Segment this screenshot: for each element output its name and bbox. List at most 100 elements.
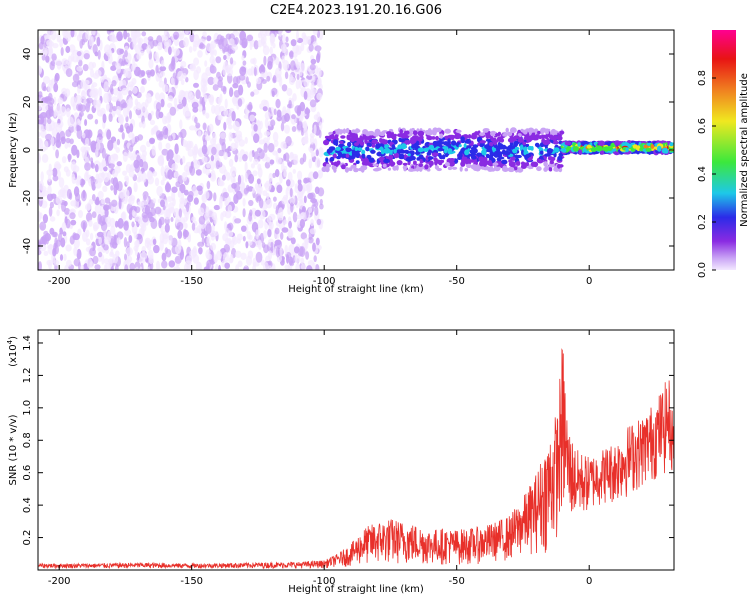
heatmap-cell [372,163,379,167]
heatmap-cell [258,132,263,139]
heatmap-cell [140,102,148,112]
heatmap-cell [270,119,276,127]
heatmap-cell [65,244,72,252]
heatmap-cell [398,137,403,143]
heatmap-cell [543,161,548,167]
heatmap-cell [590,147,598,153]
heatmap-cell [278,207,284,219]
heatmap-cell [502,165,508,172]
heatmap-cell [517,138,525,143]
heatmap-cell [232,76,239,85]
heatmap-cell [161,252,167,262]
heatmap-cell [154,206,162,215]
heatmap-cell [69,212,76,220]
heatmap-cell [249,114,256,122]
heatmap-cell [645,147,652,152]
heatmap-cell [198,149,203,157]
heatmap-cell [371,139,378,144]
heatmap-cell [310,58,317,65]
spectrogram-y-label: Frequency (Hz) [8,112,19,188]
heatmap-cell [244,136,248,145]
heatmap-cell [264,111,271,120]
heatmap-cell [539,150,544,155]
heatmap-cell [309,90,315,99]
heatmap-cell [164,247,169,255]
heatmap-cell [286,179,291,187]
heatmap-cell [124,45,129,52]
heatmap-cell [281,161,285,172]
heatmap-cell [522,141,527,146]
heatmap-cell [193,82,199,88]
heatmap-cell [537,130,541,135]
heatmap-cell [105,216,111,224]
heatmap-cell [355,160,360,165]
heatmap-cell [196,185,203,192]
heatmap-cell [315,237,320,246]
heatmap-cell [174,170,179,178]
heatmap-cell [177,190,182,198]
heatmap-cell [161,260,168,269]
heatmap-cell [252,187,256,194]
heatmap-cell [120,60,126,67]
heatmap-cell [95,142,101,151]
heatmap-cell [308,43,314,52]
heatmap-cell [145,69,152,76]
heatmap-cell [299,218,305,229]
heatmap-cell [193,159,201,170]
heatmap-cell [288,256,293,266]
heatmap-cell [38,119,44,125]
heatmap-cell [263,262,269,270]
heatmap-cell [48,125,53,132]
heatmap-cell [84,203,92,211]
colorbar-tick-label: 0.6 [697,118,708,134]
heatmap-cell [205,168,211,176]
heatmap-cell [442,146,449,150]
heatmap-cell [221,142,226,152]
heatmap-cell [122,170,128,176]
heatmap-cell [437,152,442,157]
heatmap-cell [104,197,111,204]
heatmap-cell [76,248,82,260]
heatmap-cell [328,134,334,140]
heatmap-cell [227,222,234,231]
heatmap-cell [48,41,54,47]
heatmap-cell [38,65,42,75]
heatmap-cell [193,34,200,46]
heatmap-cell [98,236,102,245]
heatmap-cell [549,156,556,162]
heatmap-cell [265,192,270,200]
heatmap-cell [65,68,73,78]
heatmap-cell [134,135,140,143]
snr-multiplier-close: ) [8,336,19,340]
heatmap-cell [586,144,592,149]
heatmap-cell [339,140,344,145]
heatmap-cell [183,37,189,48]
heatmap-cell [97,129,103,137]
heatmap-cell [208,94,215,103]
heatmap-cell [600,150,604,154]
heatmap-cell [138,121,143,128]
heatmap-cell [546,148,553,154]
heatmap-cell [312,242,316,252]
heatmap-cell [142,161,149,172]
heatmap-cell [397,133,403,138]
heatmap-cell [232,120,240,132]
heatmap-cell [242,154,248,162]
heatmap-cell [309,63,316,71]
heatmap-cell [298,68,303,77]
heatmap-cell [172,72,177,79]
heatmap-cell [270,30,277,33]
heatmap-cell [288,100,292,109]
heatmap-cell [108,258,113,268]
heatmap-cell [427,128,432,133]
heatmap-cell [253,158,259,165]
heatmap-cell [212,84,219,91]
heatmap-cell [310,82,315,92]
heatmap-cell [219,132,227,140]
heatmap-cell [158,141,163,151]
heatmap-cell [464,149,470,156]
heatmap-cell [234,154,238,163]
heatmap-cell [187,194,194,203]
heatmap-cell [273,196,277,202]
heatmap-cell [260,63,265,72]
